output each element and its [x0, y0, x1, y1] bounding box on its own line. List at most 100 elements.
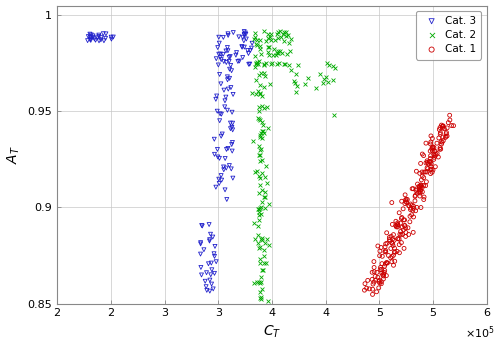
Cat. 2 — [256, 296, 264, 301]
Cat. 1 — [417, 187, 425, 192]
Cat. 3 — [210, 251, 218, 256]
Cat. 2 — [258, 135, 266, 141]
Cat. 2 — [267, 61, 275, 66]
Cat. 2 — [253, 42, 261, 47]
Cat. 3 — [100, 38, 108, 44]
Cat. 1 — [382, 273, 390, 279]
Cat. 2 — [264, 35, 272, 41]
Cat. 1 — [376, 267, 384, 272]
Cat. 3 — [228, 109, 236, 115]
Cat. 2 — [252, 77, 260, 82]
Cat. 2 — [282, 62, 290, 67]
Cat. 1 — [442, 135, 450, 140]
Cat. 3 — [232, 50, 240, 55]
Cat. 1 — [401, 201, 409, 207]
Cat. 1 — [417, 205, 425, 210]
Cat. 3 — [235, 34, 243, 40]
Cat. 2 — [250, 220, 258, 226]
Cat. 2 — [270, 46, 278, 52]
Cat. 1 — [428, 170, 436, 175]
Cat. 3 — [214, 154, 222, 160]
Cat. 2 — [254, 168, 262, 174]
Cat. 2 — [291, 80, 299, 85]
Cat. 1 — [440, 138, 448, 144]
Cat. 2 — [278, 51, 286, 56]
Cat. 2 — [274, 50, 281, 56]
Cat. 3 — [246, 61, 254, 67]
Cat. 1 — [438, 122, 446, 128]
Cat. 2 — [258, 235, 266, 241]
Cat. 3 — [226, 63, 234, 68]
Cat. 1 — [375, 279, 383, 284]
Cat. 3 — [232, 52, 240, 58]
Cat. 2 — [258, 238, 266, 243]
Cat. 2 — [265, 201, 273, 206]
Cat. 2 — [256, 73, 264, 78]
Cat. 3 — [228, 166, 235, 172]
Cat. 2 — [268, 37, 276, 43]
Cat. 1 — [428, 145, 436, 150]
Cat. 1 — [426, 153, 434, 158]
Cat. 1 — [380, 268, 388, 273]
Cat. 1 — [415, 189, 423, 195]
Cat. 1 — [429, 144, 437, 150]
Cat. 1 — [384, 260, 392, 266]
Cat. 1 — [420, 194, 428, 200]
Cat. 1 — [391, 249, 399, 255]
Cat. 3 — [242, 36, 250, 42]
Cat. 2 — [330, 77, 338, 83]
Cat. 1 — [381, 244, 389, 249]
Cat. 3 — [204, 261, 212, 266]
Cat. 1 — [420, 169, 428, 175]
Cat. 1 — [374, 285, 382, 291]
Cat. 1 — [432, 153, 440, 158]
Cat. 3 — [216, 55, 224, 60]
Cat. 2 — [256, 158, 264, 164]
Cat. 2 — [264, 31, 272, 37]
Cat. 2 — [316, 71, 324, 77]
Cat. 2 — [252, 169, 260, 175]
Cat. 3 — [221, 98, 229, 103]
Cat. 3 — [222, 165, 230, 171]
Cat. 3 — [216, 40, 224, 46]
Cat. 1 — [413, 190, 421, 196]
Cat. 3 — [240, 31, 248, 37]
Cat. 1 — [374, 243, 382, 249]
Cat. 1 — [436, 130, 444, 135]
Cat. 3 — [206, 272, 214, 277]
Cat. 1 — [394, 236, 402, 242]
Cat. 3 — [94, 35, 102, 40]
Cat. 3 — [212, 97, 220, 102]
Cat. 3 — [224, 33, 232, 38]
Cat. 2 — [256, 173, 264, 179]
Cat. 1 — [433, 151, 441, 156]
Cat. 1 — [388, 222, 396, 227]
Cat. 1 — [388, 200, 396, 205]
Cat. 3 — [228, 148, 236, 154]
Cat. 2 — [256, 134, 264, 140]
Cat. 3 — [224, 45, 232, 50]
Cat. 2 — [273, 31, 281, 37]
Cat. 2 — [256, 205, 264, 210]
Cat. 3 — [224, 77, 232, 83]
Cat. 1 — [434, 154, 442, 160]
Cat. 2 — [248, 91, 256, 96]
Cat. 1 — [437, 139, 445, 144]
Cat. 2 — [330, 65, 338, 71]
Cat. 3 — [86, 34, 94, 40]
Cat. 1 — [398, 231, 406, 237]
Cat. 3 — [209, 286, 217, 292]
Cat. 1 — [436, 125, 444, 130]
Cat. 1 — [390, 249, 398, 255]
Cat. 2 — [257, 294, 265, 300]
Cat. 1 — [420, 183, 428, 188]
Cat. 1 — [418, 185, 426, 190]
Cat. 1 — [388, 240, 396, 246]
Cat. 1 — [442, 134, 450, 139]
Cat. 1 — [430, 152, 438, 157]
Cat. 1 — [395, 242, 403, 247]
Cat. 2 — [262, 180, 270, 185]
Cat. 1 — [395, 210, 403, 216]
Cat. 2 — [254, 88, 262, 93]
Cat. 1 — [416, 184, 424, 189]
